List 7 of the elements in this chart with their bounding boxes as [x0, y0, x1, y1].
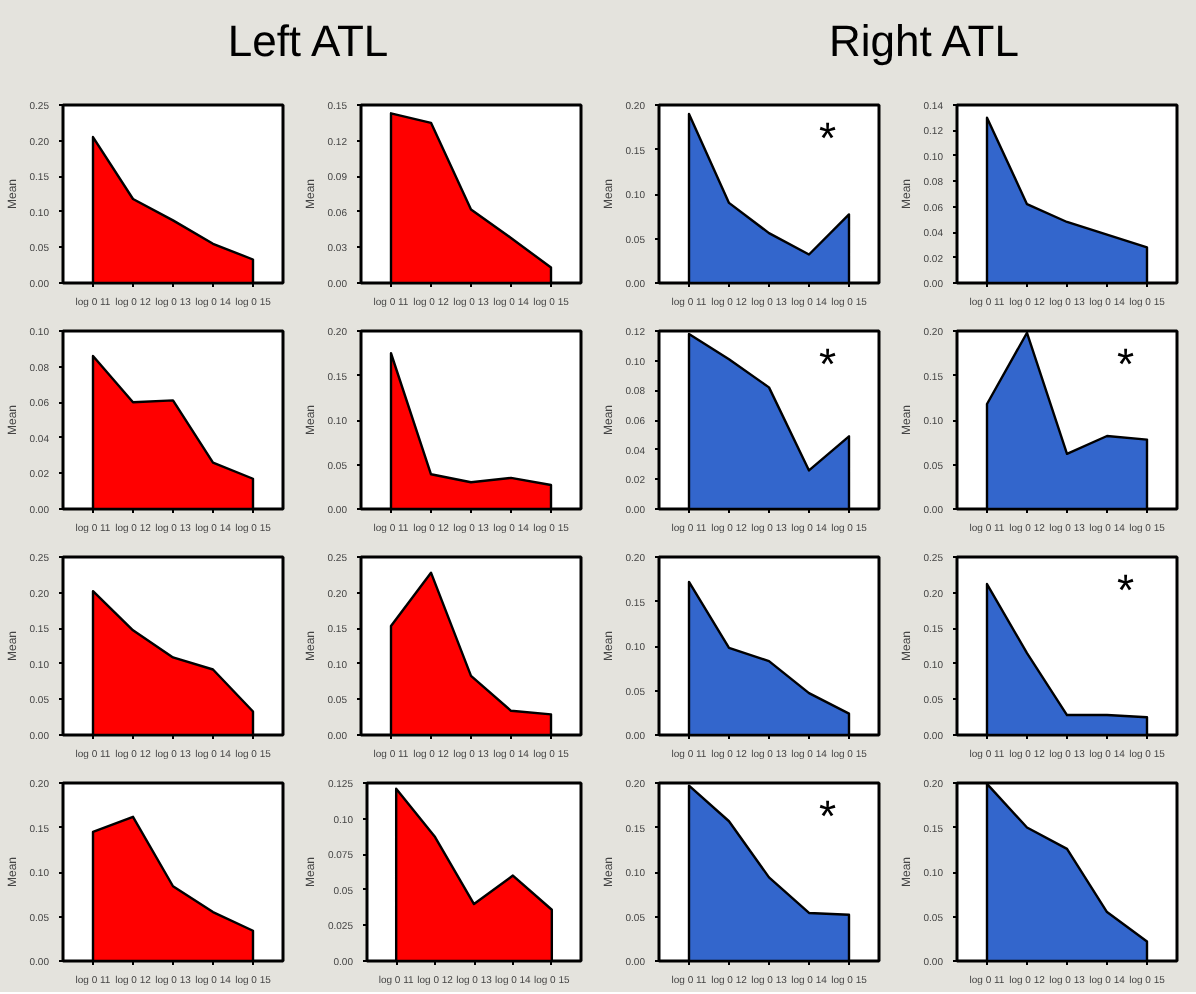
- chart-title: Left ATL: [227, 14, 389, 70]
- annotation: *: [1117, 565, 1135, 615]
- chart-title: Right ATL: [829, 14, 1019, 70]
- annotation: *: [819, 113, 837, 163]
- annotation: *: [1117, 339, 1135, 389]
- annotation: *: [819, 791, 837, 841]
- annotation: *: [819, 339, 837, 389]
